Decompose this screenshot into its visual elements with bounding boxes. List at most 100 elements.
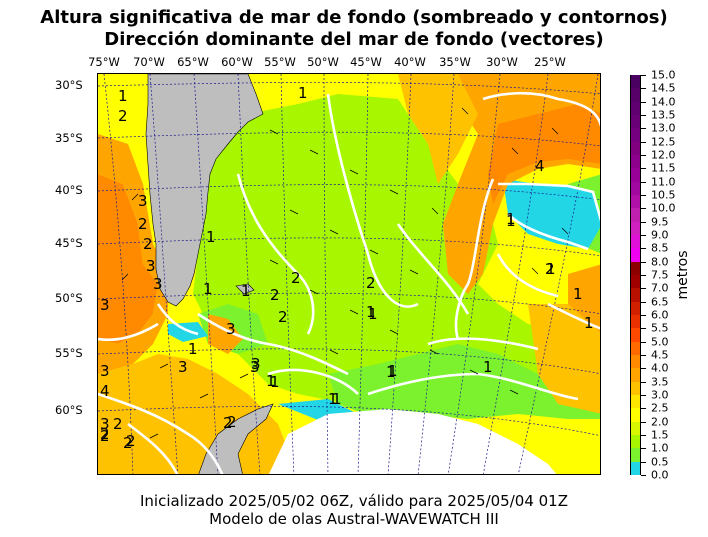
colorbar-segment xyxy=(631,355,640,369)
colorbar-segment xyxy=(631,368,640,382)
contour-label: 2 xyxy=(545,260,555,278)
colorbar-units-label: metros xyxy=(675,250,691,300)
swell-zone-2-5m-southeast xyxy=(528,304,600,414)
colorbar-tick-mark xyxy=(641,275,646,276)
colorbar-segment xyxy=(631,195,640,209)
colorbar-tick-mark xyxy=(641,128,646,130)
colorbar-segment xyxy=(631,168,640,182)
contour-label: 3 xyxy=(226,320,236,338)
colorbar-tick-label: 9.0 xyxy=(651,228,669,242)
contour-label: 1 xyxy=(573,285,583,303)
colorbar-tick-mark xyxy=(641,88,646,90)
lon-label: 55°W xyxy=(264,55,296,69)
swell-zone-3m-west xyxy=(98,134,168,374)
contour-label: 1 xyxy=(506,210,516,228)
colorbar-segment xyxy=(631,408,640,422)
lat-label: 40°S xyxy=(55,183,83,197)
map-title-line2: Dirección dominante del mar de fondo (ve… xyxy=(104,29,604,50)
contour-label: 1 xyxy=(188,340,198,358)
swell-zone-2-5m-drake xyxy=(98,354,298,474)
colorbar-tick-mark xyxy=(641,341,646,343)
antarctic-peninsula xyxy=(198,403,274,474)
colorbar-tick-label: 3.0 xyxy=(651,388,669,402)
colorbar-tick-mark xyxy=(641,435,646,436)
colorbar-tick-mark xyxy=(641,168,646,170)
colorbar-tick-label: 14.0 xyxy=(651,95,676,109)
colorbar-tick-label: 10.0 xyxy=(651,201,676,215)
colorbar-tick-label: 14.5 xyxy=(651,81,676,95)
contour-label: 3 xyxy=(100,296,110,314)
colorbar-tick-mark xyxy=(641,448,646,450)
lon-label: 50°W xyxy=(307,55,339,69)
south-america-land xyxy=(145,74,264,307)
colorbar-tick-label: 15.0 xyxy=(651,68,676,82)
colorbar-segment xyxy=(631,235,640,249)
colorbar-segment xyxy=(631,275,640,289)
colorbar-segment xyxy=(631,181,640,195)
colorbar-segment xyxy=(631,435,640,449)
colorbar-tick-label: 6.0 xyxy=(651,308,669,322)
lat-label: 30°S xyxy=(55,78,83,92)
colorbar-tick-label: 8.5 xyxy=(651,241,669,255)
colorbar-tick-mark xyxy=(641,315,646,316)
contour-label: 1 xyxy=(332,390,342,408)
colorbar-segment xyxy=(631,341,640,355)
colorbar-segment xyxy=(631,141,640,155)
contour-label: 1 xyxy=(241,282,251,300)
colorbar-tick-label: 2.0 xyxy=(651,415,669,429)
colorbar-tick-mark xyxy=(641,381,646,383)
colorbar-segment xyxy=(631,395,640,409)
colorbar-tick-label: 9.5 xyxy=(651,215,669,229)
colorbar-tick-mark xyxy=(641,181,646,183)
colorbar-tick-label: 5.5 xyxy=(651,321,669,335)
contour-label: 3 xyxy=(250,358,260,376)
contour-label: 1 xyxy=(270,373,280,391)
contour-label: 2 xyxy=(366,274,376,292)
colorbar-segment xyxy=(631,301,640,315)
contour-label: 3 xyxy=(251,355,261,373)
lon-label: 25°W xyxy=(534,55,566,69)
wave-height-map[interactable]: 1 2 2 3 2 3 3 3 3 4 1 1 1 2 2 1 2 3 1 3 … xyxy=(97,73,601,475)
colorbar-tick-mark xyxy=(641,141,646,143)
lon-label: 70°W xyxy=(133,55,165,69)
colorbar-segment xyxy=(631,115,640,129)
colorbar-tick-mark xyxy=(641,101,646,103)
colorbar-tick-label: 12.0 xyxy=(651,148,676,162)
colorbar-tick-mark xyxy=(641,155,646,156)
contour-label: 1 xyxy=(328,390,338,408)
colorbar-tick-mark xyxy=(641,395,646,396)
lon-label: 45°W xyxy=(350,55,382,69)
colorbar-tick-label: 0.0 xyxy=(651,468,669,482)
contour-label: 1 xyxy=(366,303,376,321)
lat-label: 45°S xyxy=(55,236,83,250)
colorbar-tick-mark xyxy=(641,235,646,236)
colorbar-segment xyxy=(631,101,640,115)
colorbar-segment xyxy=(631,288,640,302)
contour-label: 2 xyxy=(291,269,301,287)
contour-label: 1 xyxy=(506,212,516,230)
contour-label: 2 xyxy=(123,434,133,452)
colorbar-tick-label: 13.0 xyxy=(651,121,676,135)
colorbar-tick-label: 4.5 xyxy=(651,348,669,362)
lon-label: 65°W xyxy=(177,55,209,69)
contour-label: 1 xyxy=(118,87,128,105)
colorbar-segment xyxy=(631,208,640,222)
colorbar-tick-mark xyxy=(641,475,646,476)
swell-zone-4m-northeast xyxy=(488,104,600,204)
contour-label: 1 xyxy=(203,280,213,298)
colorbar-segment xyxy=(631,221,640,235)
colorbar-tick-mark xyxy=(641,461,646,463)
colorbar-tick-mark xyxy=(641,301,646,303)
colorbar-tick-label: 5.0 xyxy=(651,335,669,349)
colorbar-tick-label: 4.0 xyxy=(651,361,669,375)
colorbar-segment xyxy=(631,315,640,329)
contour-label: 1 xyxy=(206,228,216,246)
colorbar-tick-mark xyxy=(641,328,646,330)
colorbar-tick-mark xyxy=(641,355,646,356)
contour-label: 2 xyxy=(223,414,233,432)
colorbar-tick-label: 1.0 xyxy=(651,441,669,455)
contour-label: 1 xyxy=(388,362,398,380)
colorbar-segment xyxy=(631,75,640,89)
swell-zone-0-5m xyxy=(503,179,600,249)
colorbar-tick-label: 2.5 xyxy=(651,401,669,415)
